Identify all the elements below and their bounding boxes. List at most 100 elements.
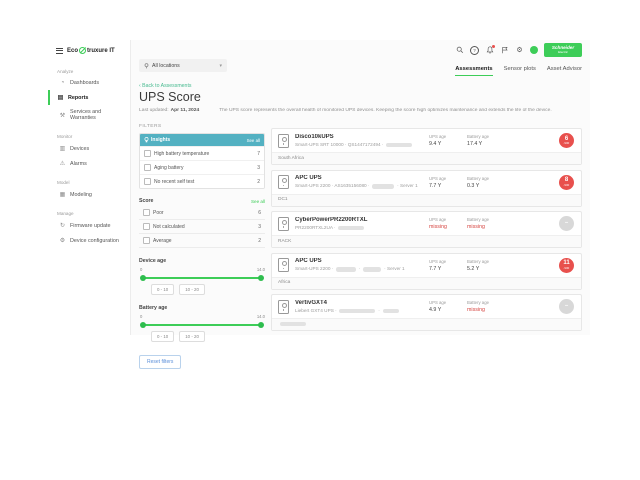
filter-label: Aging battery [154,164,184,171]
vendor-name: Schneider [551,44,575,50]
device-card[interactable]: APC UPS Smart-UPS 2200 · AS1635156080 · … [271,169,582,207]
filter-row-high-battery-temperature[interactable]: High battery temperature 7 [140,146,264,160]
sidebar-item-alarms[interactable]: ⚠ Alarms [48,156,130,171]
device-location: Africa [272,276,581,289]
battery-age-value: missing [467,307,485,313]
battery-age-value: 17.4 Y [467,141,483,147]
filter-count: 2 [257,178,260,185]
battery-age-slider[interactable]: 0 14.0 [140,314,265,328]
device-subtitle: Smart-UPS 2200 · · · Server 1 [295,266,405,272]
checkbox[interactable] [143,223,150,230]
filter-row-average[interactable]: Average 2 [139,234,265,248]
score-max: /100 [563,141,570,146]
battery-age-label: Battery age [467,175,489,181]
device-configuration-icon: ⚙ [59,238,66,244]
lightbulb-icon [144,137,149,143]
settings-gear-icon[interactable]: ⚙ [516,46,523,54]
tab-sensor-plots[interactable]: Sensor plots [503,66,536,72]
sidebar: Eco truxure IT Analyze ◔ Dashboards ▤ Rep… [48,40,131,335]
sidebar-section-manage: Manage ↻ Firmware update ⚙ Device config… [48,207,130,248]
slider-track [141,276,263,279]
filter-row-aging-battery[interactable]: Aging battery 3 [140,160,264,174]
sidebar-item-devices[interactable]: ▥ Devices [48,141,130,156]
sidebar-section-model: Model ▦ Modeling [48,176,130,202]
tab-assessments[interactable]: Assessments [455,66,493,76]
device-list: Disco10kUPS Smart-UPS SRT 10000 · QS1447… [271,124,582,331]
score-filter-rows: Poor 6 Not calculated 3 Average 2 [139,206,265,248]
battery-age-value: missing [467,224,485,230]
search-icon[interactable] [455,46,464,55]
sidebar-item-reports[interactable]: ▤ Reports [48,90,130,105]
insights-see-all-link[interactable]: See all [246,137,260,143]
filter-row-poor[interactable]: Poor 6 [139,206,265,220]
sidebar-item-firmware-update[interactable]: ↻ Firmware update [48,218,130,233]
tab-asset-advisor[interactable]: Asset Advisor [546,66,582,72]
device-subtitle: Smart-UPS SRT 10000 · QS1447172494 · [295,142,429,147]
filter-count: 6 [258,209,261,216]
filter-row-no-recent-self-test[interactable]: No recent self test 2 [140,174,264,188]
feedback-icon[interactable] [500,46,509,55]
reset-filters-button[interactable]: Reset filters [139,355,182,369]
back-link-label: Back to Assessments [142,83,192,89]
section-label: Analyze [57,69,74,74]
checkbox[interactable] [143,209,150,216]
modeling-icon: ▦ [59,192,66,198]
notifications-bell-icon[interactable] [485,44,495,55]
ups-age-label: UPS age [429,175,447,181]
score-see-all-link[interactable]: See all [250,198,265,204]
ups-device-icon [278,258,289,272]
hamburger-menu-icon[interactable] [56,47,63,54]
insights-title: Insights [151,137,171,143]
ecostruxure-logo: Eco truxure IT [67,47,115,54]
slider-handle-max[interactable] [258,274,264,281]
slider-max-label: 14.0 [256,314,265,319]
slider-handle-max[interactable] [258,321,264,328]
avatar[interactable] [530,46,538,54]
battery-age-range-0-10-button[interactable]: 0 - 10 [151,331,175,342]
device-age-range-0-10-button[interactable]: 0 - 10 [151,284,175,295]
device-age-slider[interactable]: 0 14.0 [140,267,265,281]
back-link[interactable]: ‹ Back to Assessments [139,83,192,89]
filter-label: Poor [153,209,164,216]
sidebar-item-dashboards[interactable]: ◔ Dashboards [48,76,130,90]
device-card[interactable]: CyberPowerPR2200RTXL PR2200RTXL2UA · UPS… [271,211,582,248]
logo-text-post: truxure IT [87,47,115,54]
redacted-text [339,308,376,313]
battery-age-label: Battery age [467,217,489,222]
logo-row: Eco truxure IT [48,40,130,60]
battery-age-range-10-20-button[interactable]: 10 - 20 [179,331,205,342]
slider-handle-min[interactable] [140,274,146,281]
sidebar-item-modeling[interactable]: ▦ Modeling [48,187,130,202]
firmware-update-icon: ↻ [59,223,66,229]
sidebar-item-services-warranties[interactable]: ⚒ Services and Warranties [48,105,130,125]
help-icon[interactable]: ? [470,45,479,55]
filter-row-not-calculated[interactable]: Not calculated 3 [139,220,265,234]
content-area: FILTERS Insights See all High battery te… [139,124,582,369]
battery-age-value: 0.3 Y [467,182,480,189]
checkbox[interactable] [144,164,151,171]
ups-age-value: 7.7 Y [429,265,442,272]
ups-age-value: missing [429,224,447,230]
score-value: 8 [564,177,569,184]
ups-age-label: UPS age [429,258,447,264]
location-selector[interactable]: All locations ▾ [139,59,227,72]
filter-label: No recent self test [154,178,195,185]
checkbox[interactable] [143,237,150,244]
slider-handle-min[interactable] [140,321,146,328]
score-badge: 6 /100 [559,133,574,148]
sidebar-item-device-configuration[interactable]: ⚙ Device configuration [48,233,130,248]
checkbox[interactable] [144,150,151,157]
ups-age-column: UPS age 9.4 Y [429,134,467,147]
device-age-range-10-20-button[interactable]: 10 - 20 [179,284,205,295]
ups-age-value: 9.4 Y [429,141,442,147]
logo-text-pre: Eco [67,47,79,54]
device-card[interactable]: Disco10kUPS Smart-UPS SRT 10000 · QS1447… [271,128,582,165]
device-name: APC UPS [295,175,322,182]
device-card[interactable]: VertivGXT4 Liebert GXT4 UPS · · UPS age … [271,294,582,331]
score-max: /100 [563,182,570,187]
page-meta: Last updated: Apr 11, 2024 The UPS score… [139,108,582,113]
checkbox[interactable] [144,178,151,185]
device-card[interactable]: APC UPS Smart-UPS 2200 · · · Server 1 UP… [271,252,582,290]
ups-age-label: UPS age [429,134,447,139]
section-label: Manage [57,211,74,216]
